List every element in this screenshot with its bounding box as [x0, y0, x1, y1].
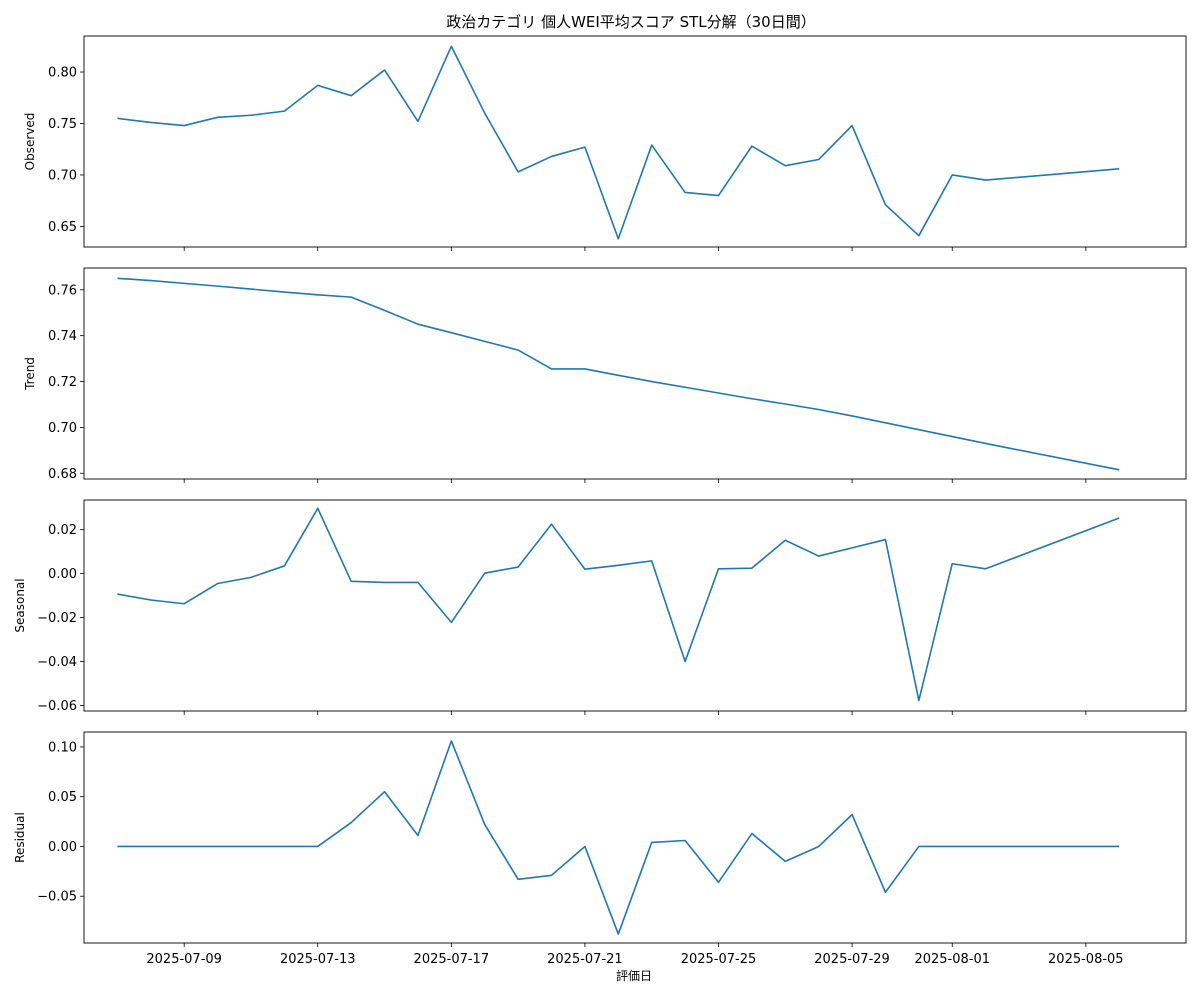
- series-line-residual: [117, 740, 1120, 935]
- x-tick-label: 2025-08-05: [1048, 952, 1124, 967]
- x-tick-label: 2025-08-01: [914, 952, 990, 967]
- y-axis-label-seasonal: Seasonal: [13, 578, 27, 632]
- y-axis-label-trend: Trend: [23, 357, 37, 391]
- y-tick-label: 0.65: [48, 220, 77, 235]
- y-tick-label: −0.06: [37, 699, 77, 714]
- panel-observed: 0.65 0.70 0.75 0.80 Observed: [23, 35, 1187, 251]
- panel-residual: −0.05 0.00 0.05 0.10 2025-07-09 2025-07-13 202…: [13, 731, 1187, 967]
- y-tick-label: 0.80: [48, 66, 77, 81]
- x-tick-label: 2025-07-09: [146, 952, 222, 967]
- y-tick-label: 0.75: [48, 117, 77, 132]
- panels-group: 0.65 0.70 0.75 0.80 Observed 0.68 0.70 0.72 0.74…: [13, 35, 1187, 967]
- x-tick-label: 2025-07-17: [414, 952, 490, 967]
- y-tick-label: −0.04: [37, 655, 77, 670]
- panel-frame: [83, 267, 1187, 480]
- y-tick-label: −0.05: [37, 890, 77, 905]
- x-tick-label: 2025-07-25: [681, 952, 757, 967]
- x-tick-label: 2025-07-29: [814, 952, 890, 967]
- y-tick-label: 0.00: [48, 840, 77, 855]
- y-tick-label: 0.74: [48, 329, 77, 344]
- series-line-observed: [117, 45, 1120, 240]
- series-line-trend: [117, 277, 1120, 471]
- y-tick-label: 0.76: [48, 283, 77, 298]
- y-tick-label: 0.70: [48, 168, 77, 183]
- panel-frame: [83, 35, 1187, 248]
- y-tick-label: 0.02: [48, 523, 77, 538]
- y-tick-label: 0.00: [48, 567, 77, 582]
- chart-title: 政治カテゴリ 個人WEI平均スコア STL分解（30日間）: [446, 13, 815, 31]
- panel-frame: [83, 731, 1187, 944]
- y-tick-label: 0.68: [48, 467, 77, 482]
- y-tick-label: 0.05: [48, 790, 77, 805]
- x-tick-label: 2025-07-21: [547, 952, 623, 967]
- panel-seasonal: −0.06 −0.04 −0.02 0.00 0.02 Seasonal: [13, 499, 1187, 715]
- panel-trend: 0.68 0.70 0.72 0.74 0.76 Trend: [23, 267, 1187, 483]
- series-line-seasonal: [117, 507, 1120, 702]
- x-tick-label: 2025-07-13: [280, 952, 356, 967]
- y-tick-label: 0.10: [48, 740, 77, 755]
- y-tick-label: 0.72: [48, 375, 77, 390]
- y-axis-label-observed: Observed: [23, 113, 37, 171]
- panel-frame: [83, 499, 1187, 712]
- x-axis-label: 評価日: [616, 968, 652, 983]
- y-tick-label: 0.70: [48, 421, 77, 436]
- y-tick-label: −0.02: [37, 611, 77, 626]
- y-axis-label-residual: Residual: [13, 812, 27, 863]
